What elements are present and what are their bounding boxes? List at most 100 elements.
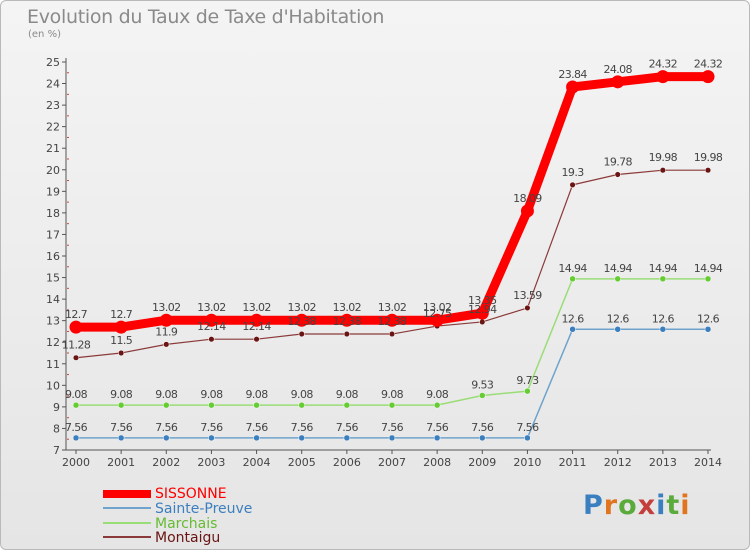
data-label-marchais: 14.94 <box>558 262 587 275</box>
data-point-marchais <box>208 401 215 409</box>
x-tick-label: 2003 <box>197 456 225 469</box>
data-label-marchais: 14.94 <box>694 262 723 275</box>
data-label-montaigu: 12.75 <box>423 307 452 320</box>
y-tick-label: 19 <box>46 185 60 198</box>
data-label-montaigu: 11.9 <box>155 325 178 338</box>
y-tick-label: 11 <box>46 358 60 371</box>
data-point-marchais <box>163 401 170 409</box>
data-label-montaigu: 19.3 <box>562 166 585 179</box>
x-tick-label: 2012 <box>604 456 632 469</box>
logo-letter: o <box>618 490 638 521</box>
data-label-marchais: 9.08 <box>426 388 449 401</box>
data-label-sainte-preuve: 7.56 <box>200 421 223 434</box>
data-point-sainte-preuve <box>343 434 351 442</box>
data-label-sissonne: 24.08 <box>603 63 632 76</box>
legend-label-sissonne: SISSONNE <box>155 486 227 502</box>
data-point-marchais <box>72 401 80 409</box>
legend-swatch-montaigu <box>103 536 151 538</box>
data-point-marchais <box>479 392 486 399</box>
data-point-marchais <box>524 387 531 395</box>
legend-swatch-marchais <box>103 522 151 524</box>
data-label-sainte-preuve: 12.6 <box>697 312 720 325</box>
x-tick-label: 2004 <box>243 456 271 469</box>
data-point-sissonne <box>701 70 715 84</box>
x-tick-label: 2010 <box>513 456 541 469</box>
data-point-sissonne <box>385 313 399 327</box>
data-label-sainte-preuve: 7.56 <box>471 421 494 434</box>
x-tick-label: 2002 <box>152 456 180 469</box>
data-label-marchais: 14.94 <box>603 262 632 275</box>
data-label-sissonne: 23.84 <box>558 68 587 81</box>
data-label-sainte-preuve: 7.56 <box>155 421 178 434</box>
data-point-sissonne <box>475 306 489 320</box>
data-point-sainte-preuve <box>569 326 576 333</box>
data-point-sissonne <box>69 320 83 334</box>
data-label-marchais: 9.73 <box>516 374 539 387</box>
data-label-montaigu: 19.98 <box>694 151 723 164</box>
data-point-marchais <box>569 275 576 283</box>
logo-letter: x <box>637 490 657 521</box>
x-tick-label: 2001 <box>107 456 135 469</box>
data-point-sainte-preuve <box>388 434 396 442</box>
proxiti-logo: Proxiti <box>583 490 691 521</box>
data-point-sainte-preuve <box>208 434 215 442</box>
x-tick-label: 2011 <box>559 456 587 469</box>
y-tick-label: 7 <box>53 444 60 457</box>
y-tick-label: 18 <box>46 207 60 220</box>
y-tick-label: 14 <box>46 293 60 306</box>
data-point-sissonne <box>159 313 173 327</box>
series-line-sissonne <box>71 72 713 332</box>
data-point-marchais <box>343 401 351 409</box>
data-label-montaigu: 12.94 <box>468 303 497 316</box>
data-point-marchais <box>433 401 441 409</box>
legend-swatch-sainte-preuve <box>103 507 151 509</box>
data-point-montaigu <box>524 304 531 311</box>
data-point-marchais <box>117 401 125 409</box>
data-label-marchais: 9.08 <box>155 388 178 401</box>
data-label-sainte-preuve: 12.6 <box>652 312 675 325</box>
logo-letter: r <box>603 490 619 521</box>
data-label-sainte-preuve: 7.56 <box>516 421 539 434</box>
data-point-montaigu <box>388 330 396 338</box>
data-point-sissonne <box>566 80 580 94</box>
data-point-montaigu <box>298 330 305 338</box>
data-label-sainte-preuve: 7.56 <box>381 421 404 434</box>
chart-title: Evolution du Taux de Taxe d'Habitation <box>27 6 385 28</box>
data-label-sissonne: 13.02 <box>197 301 226 314</box>
y-tick-label: 16 <box>46 250 60 263</box>
legend-swatch-sissonne <box>103 490 151 498</box>
data-point-sainte-preuve <box>614 326 621 333</box>
data-point-montaigu <box>659 167 666 174</box>
data-label-montaigu: 12.14 <box>197 320 226 333</box>
y-tick-label: 24 <box>46 78 60 91</box>
legend-label-montaigu: Montaigu <box>155 530 221 546</box>
data-point-sissonne <box>656 70 670 84</box>
data-label-sissonne: 13.02 <box>287 301 316 314</box>
y-tick-label: 10 <box>46 379 60 392</box>
x-tick-label: 2005 <box>288 456 316 469</box>
data-label-montaigu: 11.5 <box>110 334 133 347</box>
y-tick-label: 20 <box>46 164 60 177</box>
data-label-sissonne: 13.02 <box>423 301 452 314</box>
data-label-sissonne: 13.02 <box>333 301 362 314</box>
data-label-sissonne: 24.32 <box>694 58 723 71</box>
data-label-sainte-preuve: 7.56 <box>110 421 133 434</box>
data-point-sissonne <box>295 313 309 327</box>
data-point-marchais <box>659 275 667 283</box>
data-point-sissonne <box>204 313 218 327</box>
x-tick-label: 2008 <box>423 456 451 469</box>
data-label-marchais: 9.08 <box>246 388 269 401</box>
logo-letter: t <box>666 490 681 521</box>
data-point-sissonne <box>520 204 534 218</box>
data-label-montaigu: 19.78 <box>603 156 632 169</box>
data-label-sainte-preuve: 7.56 <box>291 421 314 434</box>
data-label-sainte-preuve: 7.56 <box>65 421 88 434</box>
chart-subtitle: (en %) <box>28 29 61 40</box>
logo-letter: P <box>583 490 604 521</box>
data-point-sainte-preuve <box>479 434 486 442</box>
x-tick-label: 2007 <box>378 456 406 469</box>
data-label-marchais: 14.94 <box>649 262 678 275</box>
y-tick-label: 21 <box>46 142 60 155</box>
data-label-montaigu: 12.38 <box>378 315 407 328</box>
data-point-montaigu <box>118 349 125 357</box>
